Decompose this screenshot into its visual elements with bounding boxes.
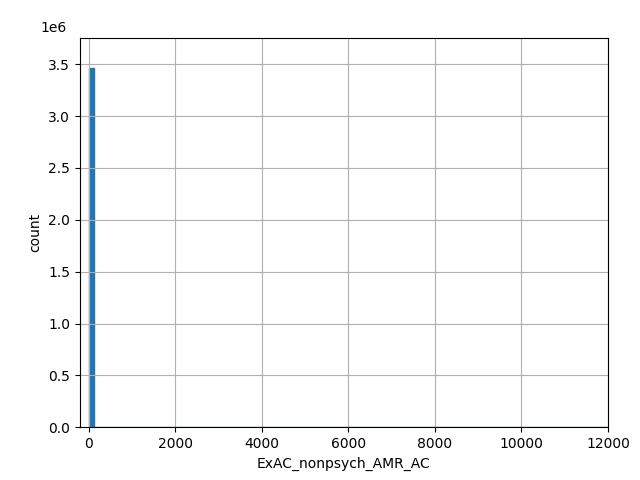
Bar bbox=[89, 69, 94, 427]
X-axis label: ExAC_nonpsych_AMR_AC: ExAC_nonpsych_AMR_AC bbox=[257, 456, 431, 470]
Y-axis label: count: count bbox=[29, 213, 43, 252]
Text: 1e6: 1e6 bbox=[40, 21, 67, 35]
